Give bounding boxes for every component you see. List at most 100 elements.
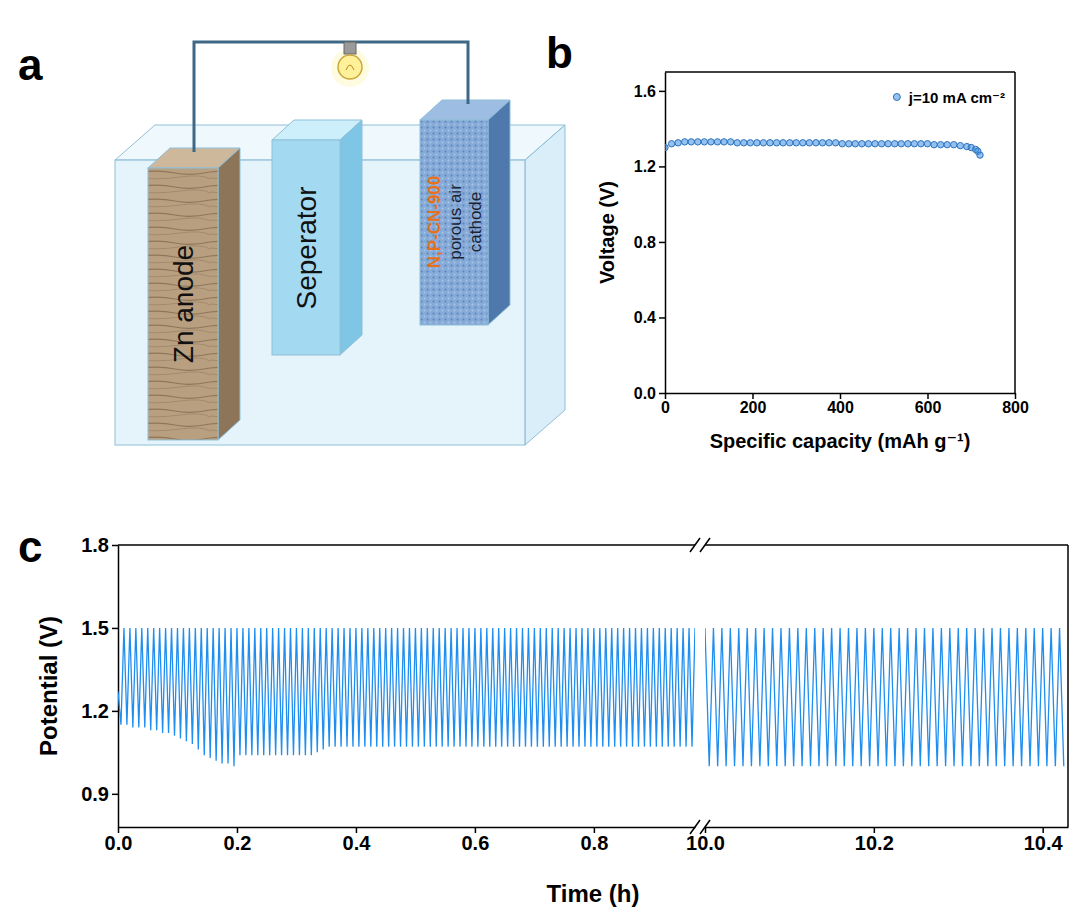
- container-side: [525, 125, 565, 445]
- point: [826, 140, 832, 146]
- tick-label: 0.4: [634, 309, 656, 326]
- point: [872, 141, 878, 147]
- tick-mark: [112, 711, 118, 713]
- cathode: [420, 100, 510, 325]
- point: [846, 141, 852, 147]
- tick: 10.2: [855, 827, 894, 854]
- tick-label: 10.4: [1024, 832, 1064, 854]
- diagram: Zn anodeSeperatorN,P-CN-900porous aircat…: [115, 42, 565, 445]
- point: [865, 141, 871, 147]
- point: [747, 140, 753, 146]
- break-mark: [700, 820, 710, 834]
- tick: 800: [1002, 393, 1029, 416]
- point: [714, 139, 720, 145]
- bulb: [338, 55, 362, 79]
- tick: 1.2: [634, 158, 665, 175]
- point: [977, 152, 983, 158]
- point: [754, 140, 760, 146]
- tick-label: 0.6: [462, 832, 490, 854]
- tick: 0.9: [81, 783, 118, 805]
- tick-mark: [840, 393, 842, 399]
- frame-top: [705, 544, 1068, 546]
- panel-letter: a: [18, 40, 43, 89]
- frame-right: [1067, 545, 1069, 827]
- tick-mark: [659, 242, 665, 244]
- tick-label: 0.8: [580, 832, 608, 854]
- line: [118, 628, 695, 766]
- point: [911, 141, 917, 147]
- anode-label: Zn anode: [168, 245, 199, 363]
- point: [675, 140, 681, 146]
- point: [741, 140, 747, 146]
- point: [773, 140, 779, 146]
- point: [665, 144, 668, 150]
- axis-break: [690, 538, 710, 834]
- bulb-filament: [346, 65, 354, 70]
- cathode-side: [488, 100, 510, 325]
- zn-anode-side: [218, 148, 240, 440]
- break-mark: [690, 538, 700, 552]
- tick-label: 0.8: [634, 234, 656, 251]
- tick-label: 0.0: [105, 832, 133, 854]
- point: [839, 141, 845, 147]
- wire: [194, 42, 468, 152]
- point: [905, 141, 911, 147]
- tick: 1.8: [81, 534, 118, 556]
- cathode-label: cathode: [466, 192, 485, 253]
- point: [708, 139, 714, 145]
- plot-area: [705, 628, 1064, 766]
- canvas: abcZn anodeSeperatorN,P-CN-900porous air…: [0, 0, 1085, 922]
- tick-label: 800: [1002, 399, 1029, 416]
- point: [688, 139, 694, 145]
- tick: 0.2: [224, 827, 252, 854]
- point: [695, 139, 701, 145]
- tick: 400: [827, 393, 854, 416]
- tick: 0.8: [634, 234, 665, 251]
- tick-label: 0.0: [634, 385, 656, 402]
- legend: j=10 mA cm⁻²: [893, 89, 1005, 106]
- axis: 0.0 0.4 0.8 1.2 1.6: [634, 73, 666, 402]
- bulb-base: [344, 42, 356, 54]
- tick: 1.5: [81, 617, 118, 639]
- point: [793, 140, 799, 146]
- point: [668, 141, 674, 147]
- point: [780, 140, 786, 146]
- point: [924, 141, 930, 147]
- point: [786, 140, 792, 146]
- point: [957, 142, 963, 148]
- frame-right: [1014, 72, 1016, 393]
- chart-c: 0.91.21.51.80.00.20.40.60.810.010.210.4T…: [35, 534, 1069, 907]
- point: [898, 141, 904, 147]
- tick: 0.6: [462, 827, 490, 854]
- axis-line: [118, 546, 120, 828]
- tick-label: 0.4: [343, 832, 372, 854]
- tick-label: 200: [740, 399, 767, 416]
- tick-label: 10.2: [855, 832, 894, 854]
- point: [852, 141, 858, 147]
- separator: [272, 120, 362, 355]
- tick-mark: [752, 393, 754, 399]
- tick: 0.8: [580, 827, 608, 854]
- background: [0, 0, 1085, 922]
- tick-label: 600: [915, 399, 942, 416]
- tick-mark: [659, 393, 665, 395]
- tick-label: 1.6: [634, 83, 656, 100]
- point: [885, 141, 891, 147]
- plot-area: [665, 139, 983, 159]
- zn-anode: [148, 148, 240, 440]
- separator-front: [272, 140, 340, 355]
- point: [727, 139, 733, 145]
- cathode-material: N,P-CN-900: [425, 176, 444, 269]
- tick: 1.6: [634, 83, 665, 100]
- y-axis-title: Potential (V): [35, 616, 62, 756]
- tick: 0.0: [105, 827, 133, 854]
- tick: 1.2: [81, 700, 118, 722]
- tick-label: 0: [661, 399, 670, 416]
- tick-label: 0.2: [224, 832, 252, 854]
- chart-b: 0 200 400 600 800 0.0 0.4 0.8 1.2 1.6 j=10 mA cm⁻²…: [596, 72, 1029, 452]
- zn-anode-front: [148, 168, 218, 440]
- point: [767, 140, 773, 146]
- tick-label: 400: [827, 399, 854, 416]
- tick-mark: [1015, 393, 1017, 399]
- panel-letter: c: [18, 522, 42, 571]
